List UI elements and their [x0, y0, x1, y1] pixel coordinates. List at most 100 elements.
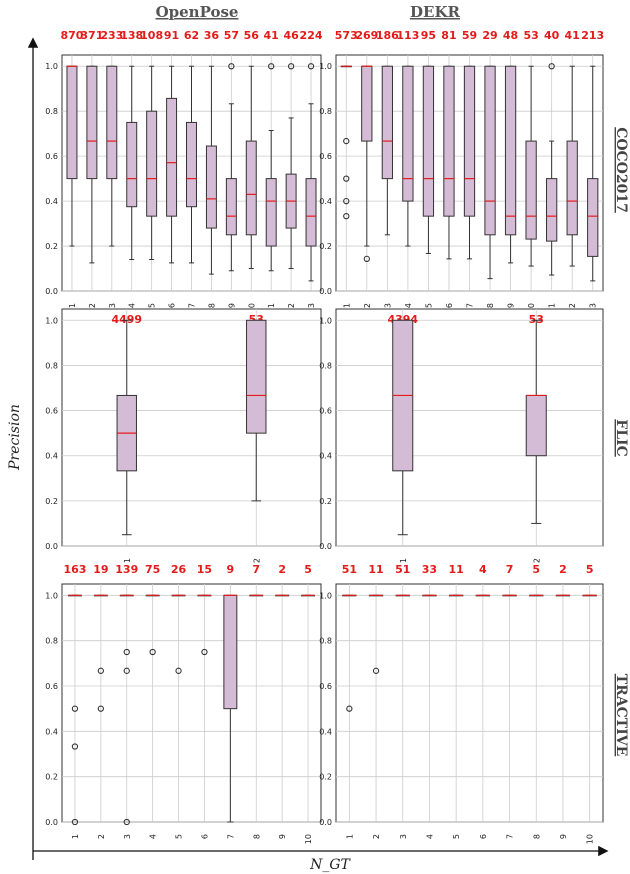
box	[265, 178, 277, 247]
column-title-dekr: DEKR	[410, 3, 460, 21]
y-tick-label: 0.6	[45, 682, 58, 691]
outlier-point	[123, 648, 130, 656]
box	[422, 65, 435, 217]
y-tick-label: 0.0	[45, 542, 58, 551]
box	[146, 110, 158, 217]
y-tick-label: 0.0	[45, 818, 58, 827]
x-tick-label: 10	[304, 834, 313, 844]
outlier-point	[149, 648, 156, 656]
box	[225, 178, 237, 236]
y-tick-label: 0.4	[45, 452, 58, 461]
count-label: 5	[586, 563, 594, 576]
outlier-point	[71, 743, 79, 750]
x-tick-label: 1	[68, 303, 77, 308]
count-label: 224	[300, 29, 323, 42]
x-tick-label: 12	[287, 303, 296, 313]
panel-coco2017-openpose: 0.00.20.40.60.81.01870237132334138510869…	[45, 29, 323, 313]
box	[106, 65, 118, 180]
y-tick-label: 0.2	[45, 242, 58, 251]
count-label: 51	[342, 563, 357, 576]
outlier-point	[307, 63, 315, 70]
box	[504, 65, 517, 236]
y-tick-label: 0.4	[45, 197, 58, 206]
x-tick-label: 1	[345, 834, 354, 839]
count-label: 108	[140, 29, 163, 42]
y-tick-label: 1.0	[45, 591, 58, 600]
count-label: 870	[60, 29, 83, 42]
x-tick-label: 12	[568, 303, 577, 313]
x-tick-label: 8	[532, 834, 541, 839]
box	[463, 65, 476, 217]
y-tick-label: 0.6	[319, 682, 332, 691]
count-label: 163	[63, 563, 86, 576]
x-tick-label: 11	[548, 303, 557, 313]
y-tick-label: 0.8	[45, 637, 58, 646]
y-tick-label: 0.6	[319, 407, 332, 416]
box	[381, 65, 393, 180]
panel-coco2017-dekr: 0.00.20.40.60.81.01573226931864113595681…	[319, 29, 604, 313]
x-tick-label: 3	[399, 834, 408, 839]
y-tick-label: 0.4	[45, 727, 58, 736]
x-tick-label: 5	[424, 303, 433, 308]
x-tick-label: 6	[445, 303, 454, 308]
x-tick-label: 3	[123, 834, 132, 839]
x-tick-label: 8	[207, 303, 216, 308]
y-tick-label: 0.0	[319, 287, 332, 296]
box	[484, 65, 496, 236]
box	[566, 140, 578, 236]
count-label: 573	[335, 29, 358, 42]
y-tick-label: 1.0	[45, 62, 58, 71]
y-tick-label: 0.2	[45, 773, 58, 782]
outlier-point	[548, 63, 555, 70]
x-tick-label: 3	[108, 303, 117, 308]
count-label: 15	[197, 563, 212, 576]
outlier-point	[123, 667, 130, 674]
count-label: 9	[227, 563, 235, 576]
x-tick-label: 7	[226, 834, 235, 839]
count-label: 269	[355, 29, 378, 42]
count-label: 53	[529, 313, 544, 326]
count-label: 19	[93, 563, 108, 576]
box	[305, 178, 317, 247]
count-label: 138	[120, 29, 143, 42]
x-tick-label: 13	[589, 303, 598, 313]
y-tick-label: 0.2	[319, 773, 332, 782]
outlier-point	[201, 648, 208, 656]
count-label: 371	[80, 29, 103, 42]
x-tick-label: 5	[175, 834, 184, 839]
count-label: 5	[532, 563, 540, 576]
box	[587, 178, 599, 257]
y-tick-label: 0.8	[45, 361, 58, 370]
count-label: 41	[565, 29, 580, 42]
box	[86, 65, 98, 180]
x-tick-label: 2	[97, 834, 106, 839]
panel-tractive-dekr: 0.0 0.2 0.4 0.6 0.8 1.0 1 51 2 11 3 51 4 33 5 11 6 4 7 7 8 5 9…	[319, 563, 604, 844]
x-tick-label: 4	[404, 303, 413, 308]
box	[443, 65, 455, 217]
x-tick-label: 8	[252, 834, 261, 839]
count-label: 2	[559, 563, 567, 576]
count-label: 56	[244, 29, 260, 42]
plot-frame	[61, 308, 322, 547]
y-tick-label: 0.4	[319, 727, 332, 736]
x-tick-label: 9	[278, 834, 287, 839]
x-tick-label: 10	[247, 303, 256, 313]
plot-frame	[335, 583, 604, 823]
count-label: 36	[204, 29, 220, 42]
plot-frame	[335, 308, 604, 547]
count-label: 2	[278, 563, 286, 576]
x-tick-label: 2	[532, 558, 541, 563]
x-tick-label: 2	[88, 303, 97, 308]
count-label: 48	[503, 29, 518, 42]
count-label: 75	[145, 563, 160, 576]
y-tick-label: 0.6	[45, 407, 58, 416]
y-tick-label: 0.2	[319, 242, 332, 251]
box	[361, 65, 373, 142]
box	[402, 65, 414, 202]
x-tick-label: 5	[148, 303, 157, 308]
box	[525, 394, 547, 457]
count-label: 7	[252, 563, 260, 576]
x-tick-label: 11	[267, 303, 276, 313]
y-tick-label: 0.8	[319, 107, 332, 116]
